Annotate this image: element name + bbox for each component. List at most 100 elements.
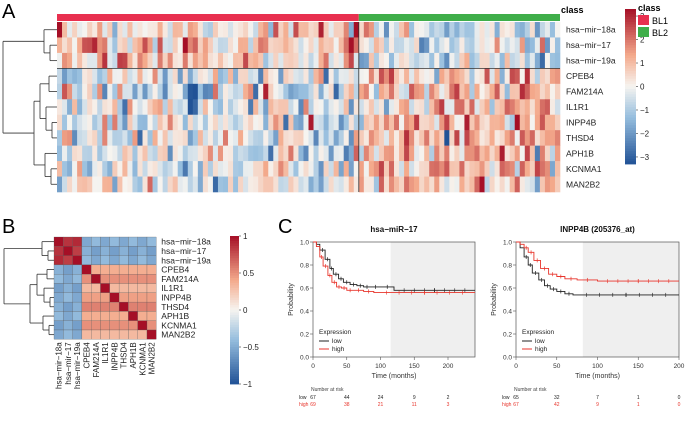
heatmap-cell [424,99,430,116]
heatmap-cell [202,68,209,85]
heatmap-cell [268,83,274,100]
heatmap-cell [72,22,78,38]
row-label: FAM214A [566,87,604,97]
heatmap-cell [539,145,546,162]
correlation-cell [100,264,110,275]
correlation-cell [118,264,129,275]
heatmap-cell [544,52,551,69]
heatmap-cell [127,161,133,177]
legend-label-low: low [535,338,545,345]
heatmap-cell [419,130,425,146]
heatmap-cell [363,52,370,69]
heatmap-cell [328,52,334,69]
colorbar-step [230,334,239,338]
colorbar-tick-label: 2 [640,36,645,45]
heatmap-cell [323,114,329,131]
heatmap-cell [399,176,405,193]
heatmap-cell [243,114,249,131]
heatmap-cell [303,99,309,116]
heatmap-cell [388,52,395,69]
heatmap-cell [424,22,430,38]
censor-shaded-region [582,242,679,357]
heatmap-cell [449,83,455,100]
heatmap-cell [499,22,505,38]
heatmap-cell [112,130,118,146]
heatmap-cell [62,22,68,38]
heatmap-cell [288,37,294,54]
heatmap-cell [509,130,516,146]
heatmap-cell [479,130,485,146]
risk-row-label: low [299,395,307,401]
heatmap-cell [534,130,541,146]
heatmap-cell [524,99,531,116]
colorbar-step [230,270,239,274]
heatmap-cell [338,68,345,85]
correlation-cell [137,301,148,312]
heatmap-cell [489,37,495,54]
colorbar-step [625,122,636,126]
heatmap-cell [157,22,163,38]
heatmap-cell [484,68,490,85]
heatmap-cell [87,37,93,54]
heatmap-cell [117,114,123,131]
heatmap-cell [162,145,168,162]
heatmap-cell [444,161,450,177]
heatmap-cell [253,52,259,69]
colorbar-step [230,319,239,323]
y-axis-label: Probability [288,283,295,316]
heatmap-cell [529,37,536,54]
heatmap-cell [72,68,78,85]
heatmap-cell [127,68,133,85]
colorbar-step [625,42,636,46]
heatmap-cell [549,130,556,146]
heatmap-cell [318,176,324,193]
heatmap-cell [142,68,148,85]
heatmap-cell [233,161,239,177]
correlation-cell [81,274,92,284]
row-label: INPP4B [566,118,597,128]
heatmap-cell [323,68,329,85]
heatmap-cell [182,99,189,116]
risk-value: 67 [310,395,316,401]
heatmap-cell [353,52,360,69]
heatmap-cell [97,130,103,146]
heatmap-cell [474,22,480,38]
heatmap-cell [434,130,440,146]
column-label: THSD4 [120,342,129,369]
heatmap-cell [67,22,73,38]
heatmap-cell [449,68,455,85]
heatmap-cell [293,114,299,131]
panel-b-letter: B [2,216,15,238]
heatmap-cell [82,83,88,100]
heatmap-cell [464,22,470,38]
heatmap-cell [238,83,244,100]
colorbar-step [625,60,636,64]
heatmap-cell [222,22,229,38]
heatmap-cell [519,52,526,69]
heatmap-cell [157,145,163,162]
correlation-cell [72,283,83,293]
heatmap-cell [409,99,415,116]
heatmap-cell [62,161,68,177]
heatmap-cell [72,114,78,131]
heatmap-cell [514,161,521,177]
heatmap-cell [343,37,350,54]
heatmap-cell [167,99,173,116]
correlation-cell [128,320,138,331]
heatmap-cell [419,176,425,193]
heatmap-cell [424,145,430,162]
heatmap-cell [157,52,163,69]
heatmap-cell [142,130,148,146]
heatmap-cell [464,68,470,85]
heatmap-cell [489,145,495,162]
heatmap-cell [283,114,289,131]
heatmap-cell [67,68,73,85]
heatmap-cell [298,114,304,131]
colorbar-step [625,83,636,87]
heatmap-cell [87,83,93,100]
correlation-cell [81,292,92,303]
colorbar-step [625,107,636,111]
heatmap-cell [323,176,329,193]
heatmap-cell [278,68,284,85]
heatmap-cell [524,68,531,85]
